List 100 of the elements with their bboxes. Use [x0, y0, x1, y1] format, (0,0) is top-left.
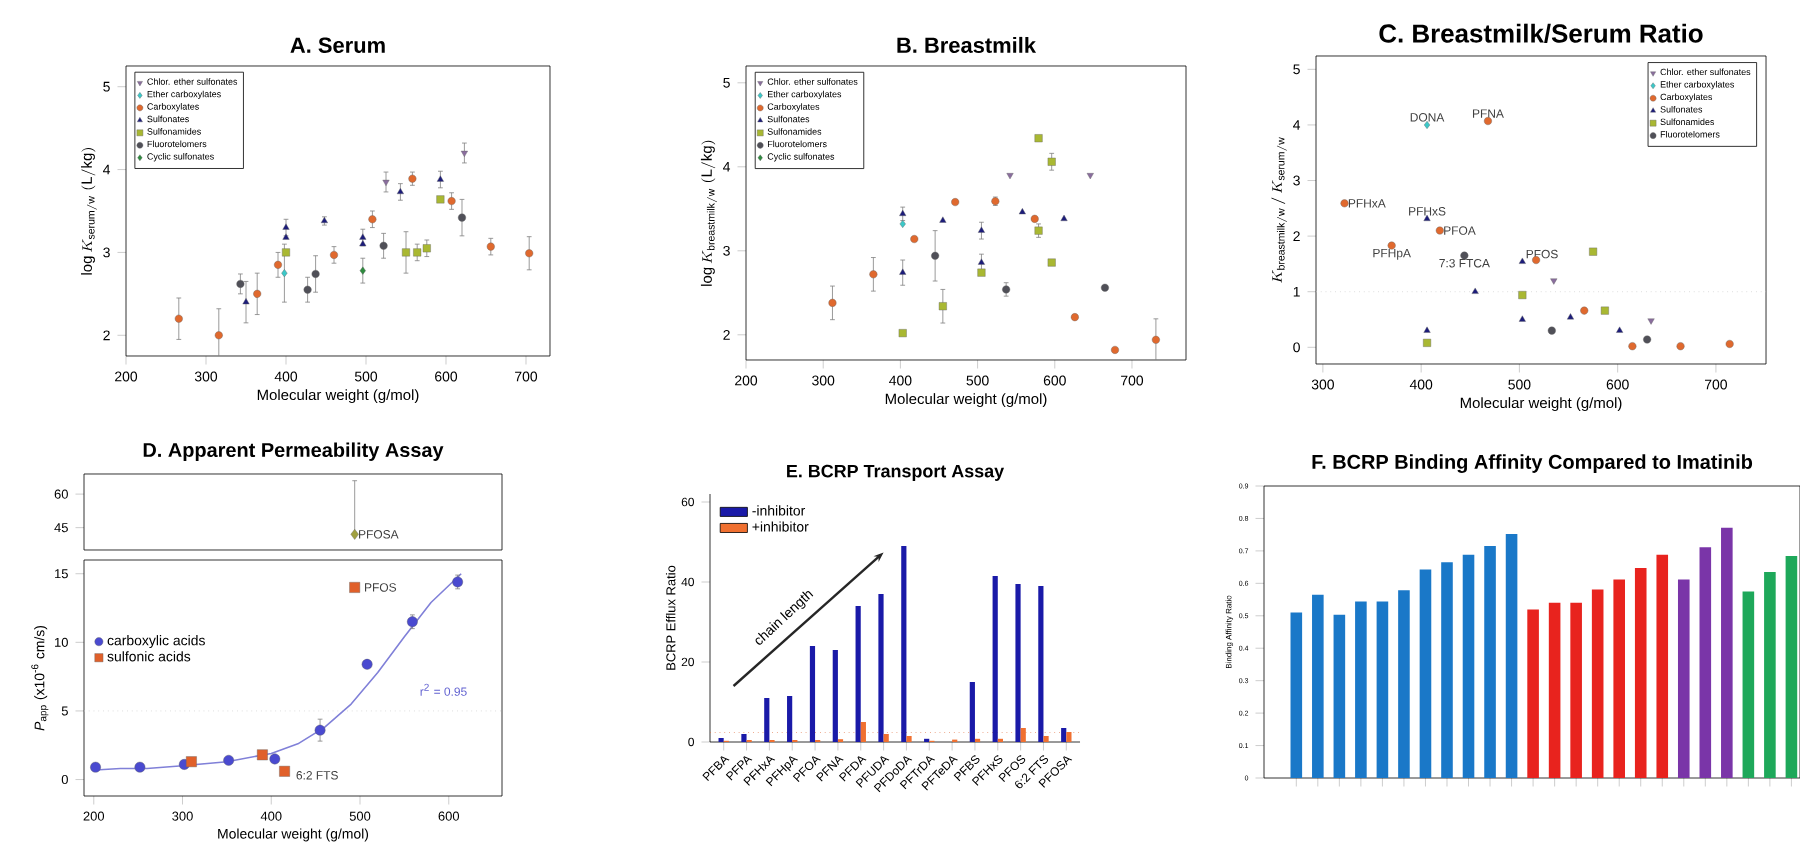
bar [1441, 562, 1453, 778]
point [1567, 313, 1574, 320]
point [1340, 199, 1349, 208]
bar [1038, 586, 1044, 742]
bar [1548, 602, 1561, 778]
point [214, 331, 223, 340]
point [379, 241, 388, 250]
bar [741, 734, 747, 742]
bar [1290, 612, 1303, 778]
point [899, 268, 907, 275]
point [303, 285, 312, 294]
bar [1634, 568, 1647, 778]
point [1547, 326, 1556, 335]
point [282, 223, 290, 230]
bar [1419, 569, 1432, 778]
point [1589, 247, 1598, 256]
bar [992, 576, 998, 742]
bar [860, 722, 866, 742]
point [1600, 306, 1609, 315]
point [1643, 335, 1652, 344]
point [253, 289, 262, 298]
point [951, 198, 960, 207]
point [413, 248, 422, 257]
point [382, 179, 390, 186]
bar [855, 606, 861, 742]
point [281, 269, 288, 278]
point [1518, 257, 1526, 264]
bar [1043, 736, 1049, 742]
point [279, 765, 290, 777]
bar [809, 646, 816, 742]
point [486, 242, 495, 251]
chart-title: A. Serum [290, 37, 385, 53]
point [1647, 318, 1655, 325]
point [311, 269, 320, 278]
bar [1570, 602, 1582, 778]
bar [1066, 732, 1072, 742]
bar [901, 546, 907, 742]
point [1423, 338, 1432, 347]
point [458, 213, 466, 222]
point [314, 724, 326, 736]
point [402, 248, 410, 257]
bar [1699, 547, 1712, 778]
point [359, 233, 367, 240]
bar [1785, 556, 1798, 778]
chart-title: F. BCRP Binding Affinity Compared to Imatinib [1312, 454, 1753, 473]
point [282, 248, 290, 257]
point [90, 761, 101, 773]
point [931, 251, 940, 260]
bar [1376, 601, 1389, 778]
point [1151, 335, 1160, 344]
point [910, 235, 919, 244]
point [869, 270, 878, 279]
point [1676, 342, 1685, 351]
point [939, 216, 947, 223]
point [1047, 258, 1056, 267]
bar [1613, 579, 1625, 778]
point [1435, 226, 1444, 235]
point [1518, 291, 1527, 300]
point [1018, 208, 1026, 215]
bar [1484, 546, 1496, 778]
point [361, 658, 373, 670]
y-axis-title: $\log K_{\mathrm{serum/w}}\ (\mathrm{L/kg})$ [81, 148, 97, 275]
point [1580, 306, 1589, 315]
chart-title: E. BCRP Transport Assay [787, 464, 1005, 481]
point [977, 258, 985, 265]
point [1423, 326, 1431, 333]
point [436, 175, 444, 182]
bar [1398, 590, 1410, 778]
bar [1742, 591, 1755, 778]
point [186, 756, 197, 768]
bar [787, 696, 793, 742]
point [1006, 173, 1014, 180]
chart-title: C. Breastmilk/Serum Ratio [1379, 23, 1703, 43]
bar [883, 734, 889, 742]
point [1471, 287, 1479, 294]
bar [1505, 534, 1518, 778]
bar [1591, 589, 1604, 778]
point [938, 302, 947, 311]
bar [1061, 728, 1067, 742]
chart-title: B. Breastmilk [897, 36, 1037, 53]
point [1100, 283, 1109, 292]
point [1111, 345, 1119, 354]
point [174, 314, 183, 323]
point [1086, 173, 1094, 180]
bar [1527, 609, 1539, 778]
point [223, 754, 235, 766]
point [349, 582, 361, 593]
bar [1333, 614, 1346, 778]
bar [764, 698, 770, 742]
bar [1020, 728, 1026, 742]
point [1518, 315, 1526, 322]
bar [878, 594, 884, 742]
point [274, 260, 282, 269]
bar [832, 650, 838, 742]
point [1628, 342, 1637, 351]
point [899, 219, 906, 228]
bar [1656, 554, 1669, 778]
point [269, 753, 281, 765]
bar [969, 682, 975, 742]
point [1034, 134, 1043, 143]
